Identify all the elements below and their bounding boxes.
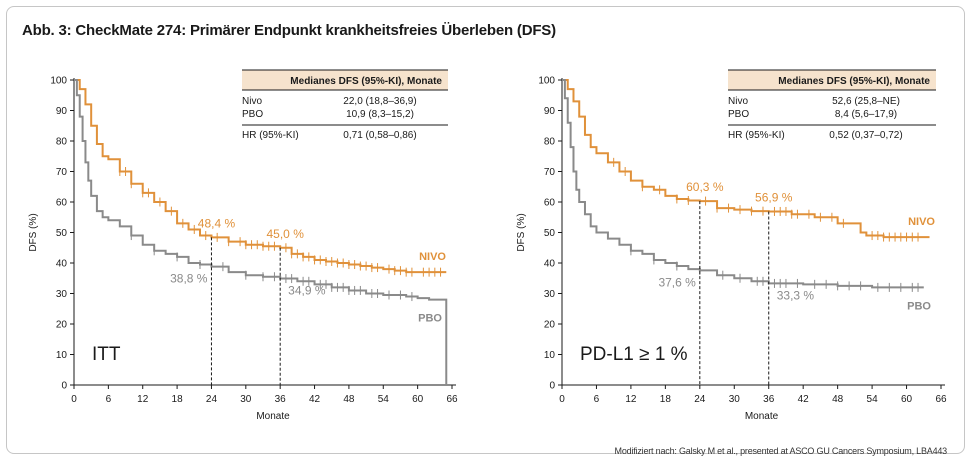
chart0-y-tick-label: 50 (56, 228, 68, 239)
chart0-x-tick-label: 66 (446, 394, 458, 405)
chart0-y-tick-label: 10 (56, 350, 68, 361)
chart1-y-tick-label: 20 (544, 320, 556, 331)
chart1-annotation-pbo: 33,3 % (777, 288, 815, 302)
chart1-y-tick-label: 60 (544, 198, 556, 209)
chart0-y-tick-label: 30 (56, 289, 68, 300)
chart1-y-tick-label: 90 (544, 106, 556, 117)
chart0-table-row-value: 10,9 (8,3–15,2) (346, 109, 414, 120)
chart0-x-tick-label: 0 (71, 394, 77, 405)
chart0-table-header-bg (242, 70, 448, 90)
chart1-y-axis-label: DFS (%) (516, 213, 527, 251)
chart1-x-tick-label: 24 (694, 394, 706, 405)
chart-pdl1: 0 10 20 30 40 50 60 70 80 90 100 0 6 12 18 24 30 36 42 48 54… (516, 69, 947, 422)
chart0-y-tick-label: 70 (56, 167, 68, 178)
chart1-x-tick-label: 30 (729, 394, 741, 405)
chart1-annotation-nivo: 60,3 % (686, 180, 724, 194)
chart0-annotation-pbo: 38,8 % (170, 272, 208, 286)
chart1-y-tick-label: 50 (544, 228, 556, 239)
chart1-table-row-label: HR (95%-KI) (728, 130, 785, 141)
chart0-y-tick-label: 40 (56, 259, 68, 270)
figure-source: Modifiziert nach: Galsky M et al., prese… (614, 446, 948, 456)
chart0-table-row-label: Nivo (242, 96, 262, 107)
chart0-y-tick-label: 80 (56, 137, 68, 148)
chart0-x-tick-label: 42 (309, 394, 321, 405)
chart1-y-tick-label: 100 (538, 76, 555, 87)
chart0-x-tick-label: 24 (206, 394, 218, 405)
chart1-x-tick-label: 42 (798, 394, 810, 405)
chart1-table-row-value: 8,4 (5,6–17,9) (835, 109, 897, 120)
chart0-y-axis-label: DFS (%) (28, 213, 39, 251)
chart1-x-tick-label: 18 (660, 394, 672, 405)
chart0-x-tick-label: 18 (172, 394, 184, 405)
chart1-y-tick-label: 40 (544, 259, 556, 270)
chart0-series-pbo-line (74, 79, 448, 385)
chart0-table-row-label: HR (95%-KI) (242, 130, 299, 141)
chart1-x-tick-label: 60 (901, 394, 913, 405)
chart1-y-tick-label: 70 (544, 167, 556, 178)
chart1-x-tick-label: 48 (832, 394, 844, 405)
chart0-x-tick-label: 36 (275, 394, 287, 405)
chart0-table-header: Medianes DFS (95%-KI), Monate (290, 76, 442, 87)
chart0-annotation-pbo: 34,9 % (288, 284, 326, 298)
chart0-x-tick-label: 12 (137, 394, 149, 405)
chart1-table-row-label: PBO (728, 109, 749, 120)
chart1-table-header: Medianes DFS (95%-KI), Monate (778, 76, 930, 87)
chart0-annotation-nivo: 48,4 % (198, 216, 236, 230)
chart0-y-tick-label: 100 (50, 76, 67, 87)
chart-itt: 0 10 20 30 40 50 60 70 80 90 100 0 6 12 18 24 30 36 42 48 54… (28, 69, 458, 422)
chart1-x-tick-label: 54 (867, 394, 879, 405)
chart1-x-tick-label: 6 (594, 394, 600, 405)
figure-frame (6, 6, 965, 454)
chart1-x-tick-label: 0 (559, 394, 565, 405)
chart1-y-tick-label: 0 (549, 381, 555, 392)
chart1-y-tick-label: 30 (544, 289, 556, 300)
chart1-y-tick-label: 10 (544, 350, 556, 361)
chart1-x-axis-label: Monate (745, 411, 779, 422)
chart1-table-row-value: 0,52 (0,37–0,72) (829, 130, 902, 141)
chart0-series-label-pbo: PBO (418, 313, 442, 325)
chart0-x-tick-label: 54 (378, 394, 390, 405)
chart0-x-tick-label: 30 (240, 394, 252, 405)
chart0-x-tick-label: 6 (106, 394, 112, 405)
chart0-series-label-nivo: NIVO (419, 251, 446, 263)
chart0-annotation-nivo: 45,0 % (267, 227, 305, 241)
figure-title: Abb. 3: CheckMate 274: Primärer Endpunkt… (22, 22, 556, 39)
chart0-y-tick-label: 0 (61, 381, 67, 392)
chart1-series-label-nivo: NIVO (908, 216, 935, 228)
chart0-y-tick-label: 90 (56, 106, 68, 117)
chart1-table-header-bg (728, 70, 936, 90)
chart1-series-label-pbo: PBO (907, 300, 931, 312)
chart1-x-tick-label: 66 (935, 394, 947, 405)
chart0-table-row-value: 0,71 (0,58–0,86) (343, 130, 416, 141)
chart1-y-tick-label: 80 (544, 137, 556, 148)
chart1-x-tick-label: 36 (763, 394, 775, 405)
chart0-table-row-value: 22,0 (18,8–36,9) (343, 96, 416, 107)
chart0-y-tick-label: 20 (56, 320, 68, 331)
chart0-table-row-label: PBO (242, 109, 263, 120)
chart1-x-tick-label: 12 (625, 394, 637, 405)
chart0-y-tick-label: 60 (56, 198, 68, 209)
chart1-annotation-pbo: 37,6 % (658, 275, 696, 289)
chart1-panel-label: PD-L1 ≥ 1 % (580, 344, 688, 365)
chart0-panel-label: ITT (92, 344, 121, 365)
chart0-x-tick-label: 48 (343, 394, 355, 405)
chart1-annotation-nivo: 56,9 % (755, 190, 793, 204)
chart1-table-row-value: 52,6 (25,8–NE) (832, 96, 900, 107)
chart0-x-axis-label: Monate (256, 411, 290, 422)
chart0-x-tick-label: 60 (412, 394, 424, 405)
chart1-table-row-label: Nivo (728, 96, 748, 107)
